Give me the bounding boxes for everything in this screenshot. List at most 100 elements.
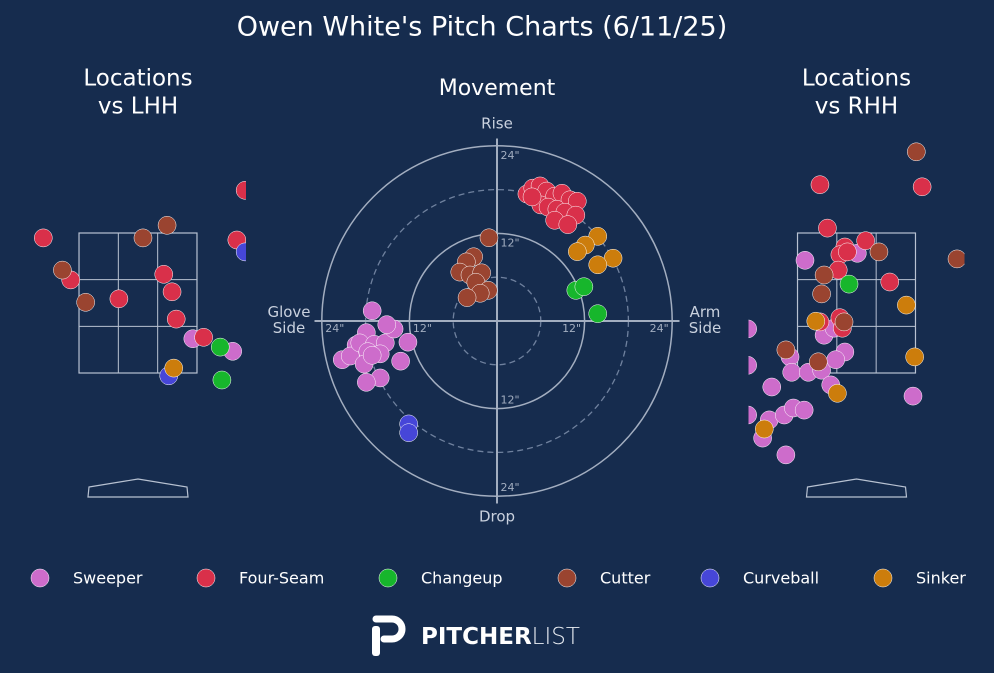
axis-label-left: Glove Side (267, 303, 311, 337)
pitch-point (164, 358, 183, 378)
y-tick-label: 24" (500, 149, 519, 162)
y-tick-label: 12" (500, 236, 519, 249)
logo-icon (372, 626, 380, 656)
axis-label-right: Arm Side (688, 303, 722, 337)
logo-icon (372, 615, 406, 643)
pitch-point (479, 228, 499, 248)
pitch-point (755, 419, 774, 439)
pitch-point (574, 277, 594, 296)
pitch-point (588, 304, 607, 323)
legend-marker (873, 568, 893, 588)
pitch-point (838, 242, 857, 262)
pitch-point (947, 249, 965, 269)
pitch-point (34, 228, 53, 248)
pitch-point (362, 346, 382, 365)
pitch-point (76, 293, 95, 312)
legend-marker (30, 568, 50, 588)
chart-title: Owen White's Pitch Charts (6/11/25) (237, 12, 728, 43)
legend-label: Four-Seam (239, 569, 324, 588)
legend-label: Cutter (600, 569, 651, 588)
pitch-point (53, 260, 72, 280)
legend-label: Sinker (916, 569, 966, 588)
pitch-point (377, 315, 397, 334)
pitch-point (362, 301, 382, 321)
pitch-point (869, 242, 889, 262)
pitch-point (235, 181, 246, 200)
legend-label: Curveball (743, 569, 819, 588)
pitch-point (795, 251, 815, 270)
panel-title: vs RHH (815, 94, 898, 120)
pitch-point (912, 177, 932, 197)
legend-label: Sweeper (73, 569, 143, 588)
pitch-point (897, 295, 916, 315)
pitch-point (748, 405, 757, 425)
x-tick-label: 24" (325, 322, 344, 335)
pitch-point (762, 377, 782, 397)
pitch-point (782, 363, 801, 382)
pitch-point (162, 282, 182, 302)
pitch-point (856, 231, 875, 250)
axis-label-bottom: Drop (479, 508, 515, 526)
logo-text-light: LIST (532, 624, 580, 650)
pitch-point (880, 272, 899, 292)
logo-text: PITCHERLIST (421, 624, 580, 650)
pitch-point (810, 175, 830, 194)
logo: PITCHERLIST (372, 615, 580, 656)
pitch-point (133, 228, 153, 248)
panel-title: Movement (439, 76, 556, 101)
pitch-point (212, 370, 232, 390)
pitch-point (903, 386, 923, 406)
panel-title: Locations (83, 66, 192, 92)
axis-label-top: Rise (481, 115, 513, 133)
pitch-point (776, 445, 796, 465)
home-plate (805, 478, 908, 498)
panel-title: vs LHH (98, 94, 178, 120)
legend-marker (378, 568, 398, 588)
pitch-point (794, 400, 814, 420)
x-tick-label: 12" (562, 322, 581, 335)
pitch-point (806, 311, 826, 331)
pitch-point (457, 288, 477, 307)
pitch-point (109, 289, 129, 309)
pitch-point (776, 340, 796, 360)
pitch-point (235, 242, 246, 262)
pitch-point (828, 384, 847, 403)
pitch-point (194, 328, 213, 347)
pitch-point (905, 347, 924, 367)
pitch-point (839, 274, 859, 294)
x-tick-label: 12" (413, 322, 432, 335)
pitch-point (157, 216, 177, 235)
legend-marker (557, 568, 577, 588)
pitch-point (399, 423, 418, 442)
pitch-point (210, 337, 230, 357)
legend-marker (700, 568, 720, 588)
pitch-point (834, 312, 854, 332)
pitch-point (748, 319, 757, 339)
pitch-point (809, 352, 828, 372)
y-tick-label: 12" (500, 394, 519, 407)
pitch-point (391, 351, 410, 371)
home-plate (87, 478, 189, 498)
pitch-point (748, 356, 757, 375)
pitch-point (826, 350, 845, 369)
points (34, 181, 246, 390)
pitch-point (398, 332, 418, 352)
legend-label: Changeup (421, 569, 503, 588)
pitch-point (588, 255, 607, 275)
points (748, 142, 965, 465)
pitch-point (814, 265, 834, 285)
pitch-point (812, 284, 831, 304)
pitch-point (568, 242, 587, 261)
pitch-point (558, 215, 578, 234)
logo-text-bold: PITCHER (421, 624, 532, 650)
pitch-point (357, 373, 376, 392)
points (332, 176, 623, 442)
x-tick-label: 24" (650, 322, 669, 335)
legend-marker (196, 568, 216, 588)
y-tick-label: 24" (500, 481, 519, 494)
pitch-point (907, 142, 926, 162)
pitch-point (341, 346, 360, 366)
pitch-point (154, 265, 174, 284)
